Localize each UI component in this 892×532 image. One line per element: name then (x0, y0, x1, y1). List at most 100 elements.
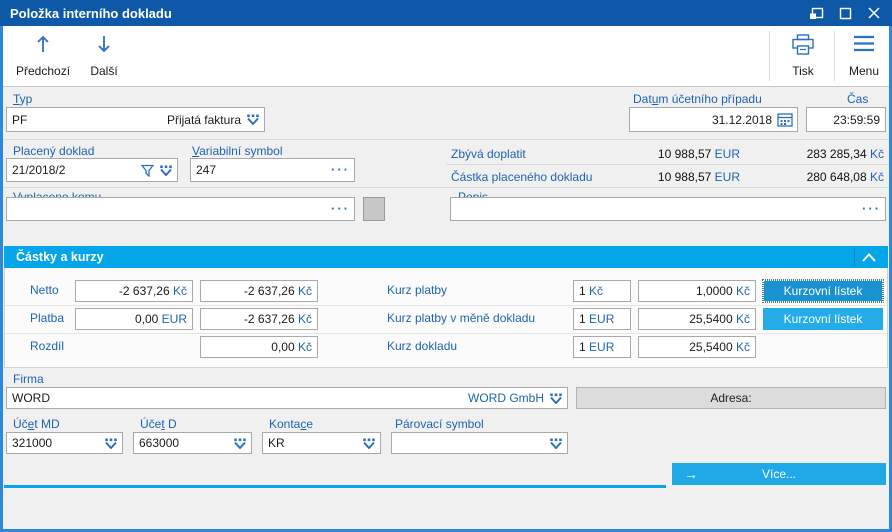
zbyva-doplatit-label: Zbývá doplatit (451, 147, 526, 161)
placeny-doklad-label: Placený doklad (13, 144, 95, 158)
hamburger-menu-icon (852, 34, 876, 53)
popis-input[interactable]: ··· (450, 197, 886, 221)
kurz-platby-mena-unit[interactable]: 1 EUR (573, 308, 631, 330)
castka-placeneho-eur: 10 988,57 EUR (657, 170, 740, 184)
typ-input[interactable]: PF Přijatá faktura (6, 107, 265, 132)
combo-dropdown-icon[interactable] (104, 438, 118, 449)
previous-label: Předchozí (16, 64, 71, 78)
restore-window-icon[interactable] (808, 5, 824, 21)
firma-input[interactable]: WORD WORD GmbH (6, 387, 568, 409)
kontace-input[interactable]: KR (262, 432, 381, 454)
cas-value: 23:59:59 (833, 112, 880, 127)
filter-icon[interactable] (141, 164, 154, 177)
window-border (0, 26, 3, 532)
kurz-dokladu-unit[interactable]: 1 EUR (573, 336, 631, 358)
kurzovni-listek-button-2[interactable]: Kurzovní lístek (763, 308, 883, 330)
kurz-dokladu-rate[interactable]: 25,5400 Kč (638, 336, 756, 358)
cas-label: Čas (847, 92, 869, 106)
placeny-doklad-value: 21/2018/2 (12, 163, 66, 177)
window-title: Položka interního dokladu (10, 5, 172, 21)
window-border (889, 26, 892, 532)
cas-input[interactable]: 23:59:59 (806, 107, 886, 132)
combo-dropdown-icon[interactable] (549, 438, 563, 449)
kurz-platby-mena-label: Kurz platby v měně dokladu (387, 311, 536, 325)
variabilni-symbol-input[interactable]: 247 ··· (190, 158, 355, 182)
section-header: Částky a kurzy (4, 246, 888, 268)
toolbar-divider (834, 31, 835, 81)
aux-gray-button[interactable] (363, 197, 385, 221)
divider (5, 333, 887, 334)
netto-label: Netto (30, 283, 59, 297)
toolbar-divider (769, 31, 770, 81)
platba-input-2[interactable]: -2 637,26 Kč (200, 308, 318, 330)
zbyva-doplatit-czk: 283 285,34 Kč (806, 147, 884, 161)
datum-label: Datum účetního případu (633, 92, 762, 106)
combo-dropdown-icon[interactable] (362, 438, 376, 449)
arrow-right-icon: → (684, 466, 698, 482)
adresa-label: Adresa: (710, 391, 752, 405)
ucet-d-input[interactable]: 663000 (133, 432, 252, 454)
ellipsis-icon[interactable]: ··· (862, 201, 881, 216)
netto-input-1[interactable]: -2 637,26 Kč (75, 280, 193, 302)
kurz-platby-unit[interactable]: 1 Kč (573, 280, 631, 302)
arrow-down-icon (96, 34, 112, 54)
typ-code: PF (12, 112, 28, 127)
datum-input[interactable]: 31.12.2018 (629, 107, 798, 132)
collapse-section-icon[interactable] (857, 246, 881, 268)
combo-dropdown-icon[interactable] (233, 438, 247, 449)
firma-name: WORD GmbH (468, 391, 544, 405)
divider (5, 305, 887, 306)
combo-dropdown-icon[interactable] (159, 165, 173, 176)
divider (3, 139, 889, 140)
next-label: Další (90, 64, 118, 78)
combo-dropdown-icon[interactable] (549, 393, 563, 404)
toolbar: Předchozí Další Tisk (3, 26, 889, 87)
ucet-md-input[interactable]: 321000 (6, 432, 123, 454)
castka-placeneho-czk: 280 648,08 Kč (806, 170, 884, 184)
typ-name: Přijatá faktura (166, 112, 241, 127)
next-button[interactable]: Další (83, 32, 125, 80)
window-border (0, 529, 892, 532)
zbyva-doplatit-eur: 10 988,57 EUR (657, 147, 740, 161)
kurz-platby-rate[interactable]: 1,0000 Kč (638, 280, 756, 302)
kurz-platby-mena-rate[interactable]: 25,5400 Kč (638, 308, 756, 330)
titlebar: Položka interního dokladu (0, 0, 892, 26)
menu-label: Menu (848, 64, 880, 78)
menu-button[interactable]: Menu (839, 32, 889, 80)
firma-code: WORD (12, 391, 50, 405)
ellipsis-icon[interactable]: ··· (331, 201, 350, 216)
divider (854, 248, 855, 266)
kontace-label: Kontace (269, 417, 314, 431)
variabilni-symbol-value: 247 (196, 163, 217, 177)
maximize-icon[interactable] (837, 5, 853, 21)
printer-icon (791, 34, 815, 55)
calendar-icon[interactable] (777, 112, 797, 127)
kurzovni-listek-button-1[interactable]: Kurzovní lístek (762, 279, 884, 303)
amounts-section: Částky a kurzy Netto -2 637,26 Kč -2 637… (4, 246, 888, 368)
divider (4, 485, 666, 488)
combo-dropdown-icon[interactable] (246, 114, 260, 125)
rozdil-input[interactable]: 0,00 Kč (200, 336, 318, 358)
kurz-dokladu-label: Kurz dokladu (387, 339, 458, 353)
print-button[interactable]: Tisk (778, 32, 828, 80)
placeny-doklad-input[interactable]: 21/2018/2 (6, 158, 178, 182)
section-title: Částky a kurzy (16, 250, 104, 264)
ellipsis-icon[interactable]: ··· (331, 162, 350, 177)
castka-placeneho-label: Částka placeného dokladu (451, 170, 593, 184)
ucet-d-label: Účet D (140, 417, 177, 431)
parovaci-symbol-input[interactable] (391, 432, 568, 454)
vyplaceno-komu-input[interactable]: ··· (6, 197, 355, 221)
rozdil-label: Rozdíl (30, 339, 65, 353)
previous-button[interactable]: Předchozí (12, 32, 74, 80)
typ-label: Typ (13, 92, 33, 106)
datum-value: 31.12.2018 (711, 112, 772, 127)
close-icon[interactable] (866, 5, 882, 21)
platba-label: Platba (30, 311, 65, 325)
adresa-panel[interactable]: Adresa: (576, 387, 886, 409)
platba-input-1[interactable]: 0,00 EUR (75, 308, 193, 330)
more-label: Více... (761, 467, 796, 481)
divider (446, 164, 889, 165)
netto-input-2[interactable]: -2 637,26 Kč (200, 280, 318, 302)
more-button[interactable]: → Více... (672, 463, 886, 485)
